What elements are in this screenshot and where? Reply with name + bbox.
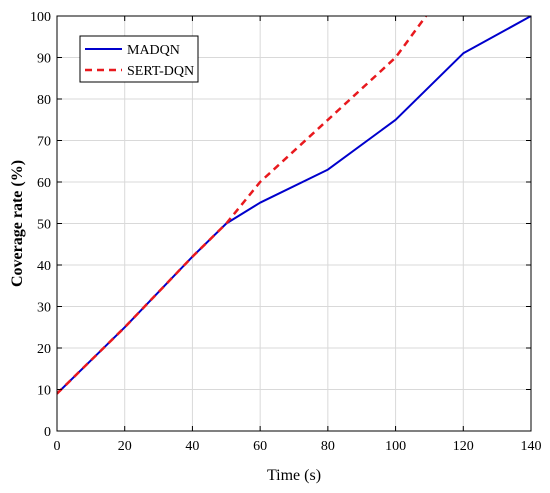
legend-label-sert-dqn: SERT-DQN: [127, 64, 194, 79]
y-tick-label: 70: [37, 135, 51, 150]
legend-box: [79, 35, 199, 83]
axis-ticks: 0 20 40 60 80 100 120 140 0 10 20 30 40 50 60 70 80 90 100: [30, 10, 542, 454]
x-tick-label: 40: [185, 439, 199, 454]
series-line-sert-dqn: [57, 16, 428, 395]
y-tick-label: 100: [30, 10, 51, 25]
x-axis-label: Time (s): [267, 467, 321, 484]
y-tick-label: 20: [37, 342, 51, 357]
y-tick-label: 40: [37, 259, 51, 274]
y-tick-label: 0: [44, 425, 51, 440]
x-tick-label: 100: [385, 439, 406, 454]
x-tick-label: 0: [54, 439, 61, 454]
x-tick-label: 120: [453, 439, 474, 454]
y-tick-label: 90: [37, 52, 51, 67]
y-axis-label: Coverage rate (%): [9, 160, 26, 287]
x-tick-label: 140: [521, 439, 542, 454]
series-line-madqn: [57, 16, 531, 395]
legend-label-madqn: MADQN: [127, 43, 180, 58]
x-tick-label: 60: [253, 439, 267, 454]
y-tick-label: 80: [37, 93, 51, 108]
y-tick-label: 60: [37, 176, 51, 191]
x-tick-label: 20: [118, 439, 132, 454]
y-tick-label: 50: [37, 218, 51, 233]
legend: MADQN SERT-DQN: [79, 35, 199, 83]
y-tick-label: 10: [37, 384, 51, 399]
x-tick-label: 80: [321, 439, 335, 454]
y-tick-label: 30: [37, 301, 51, 316]
series-lines: [57, 16, 531, 395]
